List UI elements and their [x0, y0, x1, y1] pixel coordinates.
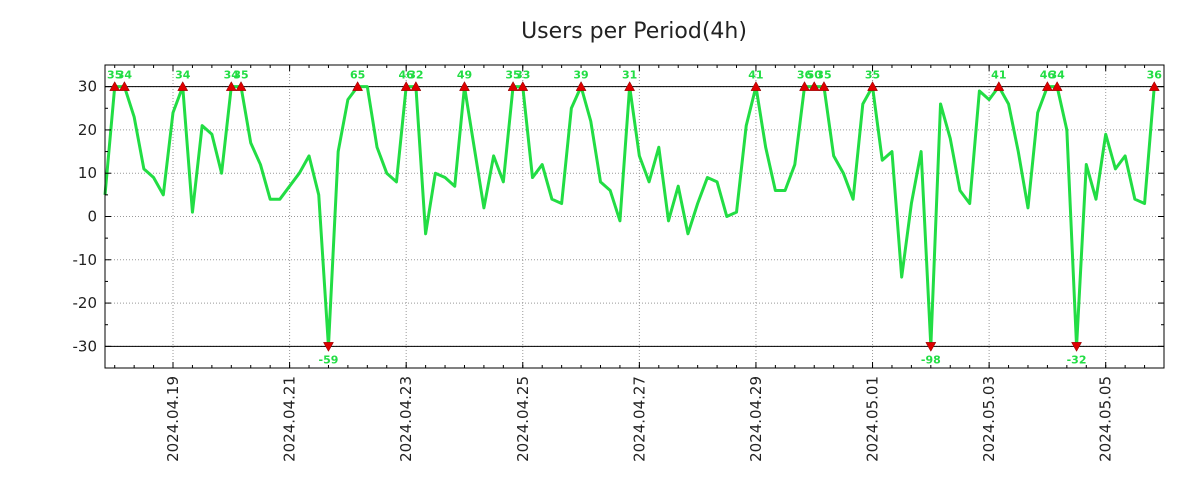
peak-marker-up: [1051, 81, 1063, 91]
peak-markers: [109, 81, 1160, 352]
peak-label: 49: [457, 69, 472, 82]
peak-label: 34: [1049, 69, 1065, 82]
x-tick-label: 2024.05.05: [1097, 376, 1115, 462]
peak-label: 39: [573, 69, 588, 82]
x-tick-label: 2024.04.23: [397, 376, 415, 462]
peak-label: 36: [1147, 69, 1163, 82]
y-tick-label: 20: [78, 121, 97, 139]
peak-label: 35: [233, 69, 248, 82]
peak-marker-down: [323, 342, 334, 352]
peak-marker-down: [925, 342, 937, 352]
reference-lines: [105, 86, 1164, 347]
peak-label: 50: [807, 69, 823, 82]
peak-label: 34: [117, 69, 133, 82]
y-axis: 30 20 10 0 -10 -20 -30: [73, 64, 1164, 369]
peak-marker-up: [235, 81, 247, 91]
x-tick-label: 2024.04.19: [164, 376, 182, 462]
peak-marker-up: [808, 81, 820, 91]
peak-marker-up: [507, 81, 519, 91]
peak-marker-up: [818, 81, 830, 91]
x-tick-label: 2024.04.29: [747, 376, 765, 462]
peak-label: 35: [107, 69, 122, 82]
y-tick-label: -20: [73, 294, 98, 312]
peak-marker-up: [867, 81, 878, 91]
peak-marker-up: [119, 81, 130, 91]
peak-marker-up: [225, 81, 237, 91]
peak-marker-up: [400, 81, 412, 91]
peak-label: 33: [515, 69, 530, 82]
peak-label: 41: [991, 69, 1006, 82]
y-tick-label: -10: [73, 251, 98, 269]
chart-title: Users per Period(4h): [521, 19, 747, 44]
peak-label: 46: [399, 69, 415, 82]
peak-marker-up: [177, 81, 189, 91]
peak-marker-up: [410, 81, 422, 91]
peak-marker-up: [1148, 81, 1160, 91]
peak-label: 35: [865, 69, 880, 82]
peak-marker-up: [459, 81, 470, 91]
peak-marker-up: [575, 81, 587, 91]
peak-label: 32: [408, 69, 423, 82]
peak-label: 31: [622, 69, 637, 82]
peak-label: 34: [175, 69, 191, 82]
x-tick-label: 2024.05.01: [864, 376, 882, 462]
peak-marker-up: [750, 81, 762, 91]
peak-marker-up: [799, 81, 810, 91]
peak-marker-up: [109, 81, 121, 91]
peak-label: 34: [224, 69, 240, 82]
x-axis: 2024.04.19 2024.04.21 2024.04.23 2024.04.25…: [114, 65, 1146, 462]
peak-marker-up: [624, 81, 636, 91]
peak-marker-up: [1041, 81, 1053, 91]
peak-label: -59: [319, 353, 339, 366]
x-tick-label: 2024.04.21: [281, 376, 299, 462]
y-tick-label: 10: [78, 164, 97, 182]
peak-marker-up: [517, 81, 529, 91]
peak-label: 36: [797, 69, 813, 82]
peak-marker-up: [993, 81, 1005, 91]
x-tick-label: 2024.04.25: [514, 376, 532, 462]
x-tick-label: 2024.04.27: [630, 376, 648, 462]
y-tick-label: 30: [78, 78, 97, 96]
peak-marker-up: [352, 81, 364, 91]
y-tick-label: 0: [87, 208, 97, 226]
peak-marker-down: [1071, 342, 1082, 352]
peak-label: -32: [1067, 353, 1087, 366]
peak-label: 41: [748, 69, 763, 82]
peak-label: 65: [350, 69, 365, 82]
peak-label: 35: [505, 69, 520, 82]
x-tick-label: 2024.05.03: [980, 376, 998, 462]
peak-label: 46: [1040, 69, 1056, 82]
y-tick-label: -30: [73, 337, 98, 355]
peak-label: -98: [921, 353, 941, 366]
peak-label: 35: [816, 69, 831, 82]
